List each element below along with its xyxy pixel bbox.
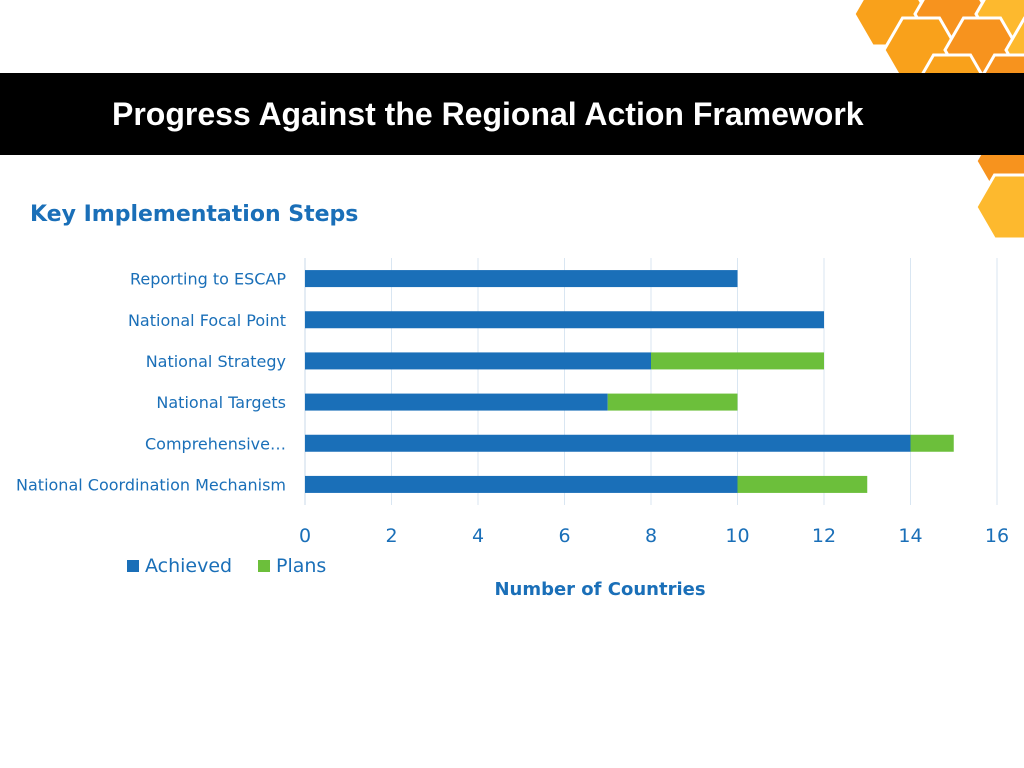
x-tick-label: 6 [558,525,570,547]
category-label: National Focal Point [128,311,286,330]
legend-label: Achieved [145,555,232,577]
bar-achieved [305,352,651,370]
bars [305,270,954,493]
x-tick-labels: 0 2 4 6 8 10 12 14 16 [299,525,1009,547]
x-tick-label: 16 [985,525,1009,547]
bar-achieved [305,311,824,329]
title-bar [0,73,1024,155]
legend-label: Plans [276,555,326,577]
x-tick-label: 2 [385,525,397,547]
category-labels: Reporting to ESCAP National Focal Point Na… [16,270,286,495]
bar-plans [737,475,868,493]
gridlines [304,258,998,505]
x-tick-label: 8 [645,525,657,547]
bar-plans [607,393,738,411]
x-tick-label: 10 [725,525,749,547]
x-tick-label: 14 [898,525,922,547]
bar-achieved [305,393,608,411]
x-tick-label: 12 [812,525,836,547]
x-tick-label: 0 [299,525,311,547]
x-axis-label: Number of Countries [494,579,705,600]
category-label: National Strategy [146,352,286,371]
bar-plans [910,434,954,452]
category-label: National Targets [156,393,286,412]
category-label: National Coordination Mechanism [16,475,286,494]
category-label: Comprehensive… [145,434,286,453]
legend-swatch [127,560,139,572]
bar-achieved [305,475,738,493]
bar-plans [651,352,824,370]
chart-title: Key Implementation Steps [30,202,359,227]
category-label: Reporting to ESCAP [130,270,286,289]
legend-swatch [258,560,270,572]
legend: Achieved Plans [127,555,326,577]
bar-achieved [305,270,738,288]
bar-achieved [305,434,911,452]
slide-title: Progress Against the Regional Action Fra… [112,96,864,132]
x-tick-label: 4 [472,525,484,547]
